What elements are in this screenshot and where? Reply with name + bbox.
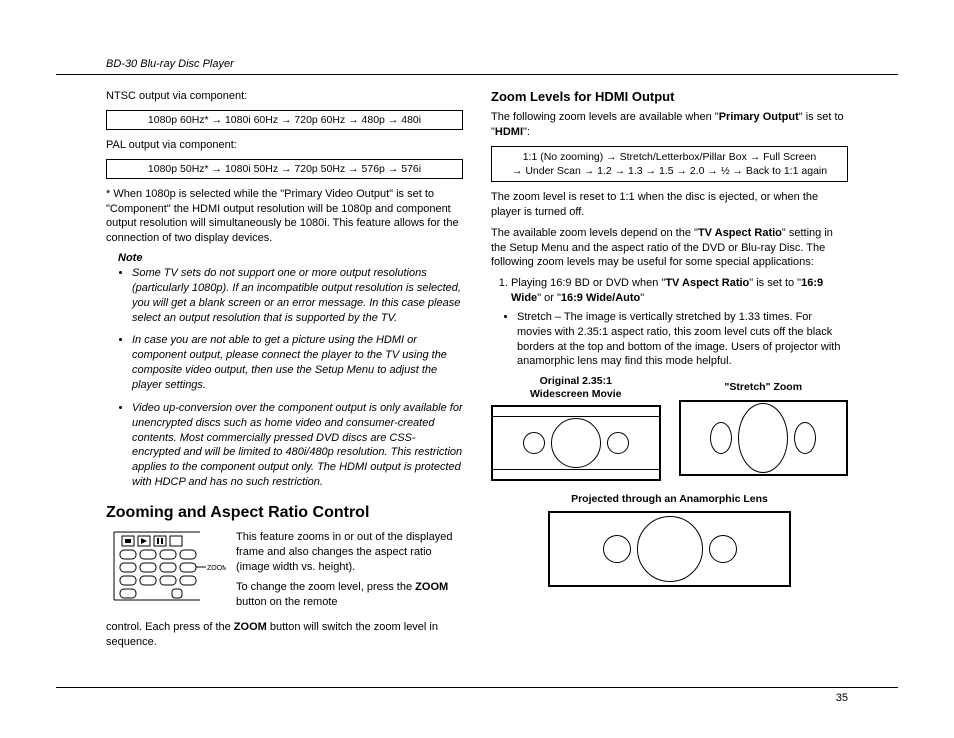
zoom-desc-1: This feature zooms in or out of the disp… (236, 530, 463, 575)
hdmi-p3: The available zoom levels depend on the … (491, 226, 848, 271)
page-footer: 35 (56, 687, 898, 704)
hdmi-p1: The following zoom levels are available … (491, 110, 848, 140)
ntsc-box: 1080p 60Hz* → 1080i 60Hz → 720p 60Hz → 4… (106, 110, 463, 130)
product-name: BD-30 Blu-ray Disc Player (106, 58, 234, 70)
hdmi-zoom-heading: Zoom Levels for HDMI Output (491, 89, 848, 104)
pal-label: PAL output via component: (106, 138, 463, 153)
original-frame (491, 405, 661, 481)
note-list: Some TV sets do not support one or more … (106, 266, 463, 490)
zoom-levels-box: 1:1 (No zooming) → Stretch/Letterbox/Pil… (491, 146, 848, 182)
anamorphic-label: Projected through an Anamorphic Lens (491, 493, 848, 506)
app-list: Playing 16:9 BD or DVD when "TV Aspect R… (491, 276, 848, 306)
circle-icon (637, 516, 703, 582)
asterisk-note: * When 1080p is selected while the "Prim… (106, 187, 463, 246)
oval-icon (794, 422, 816, 454)
figure-row-1: Original 2.35:1 Widescreen Movie "Stretc… (491, 375, 848, 480)
left-column: NTSC output via component: 1080p 60Hz* →… (106, 89, 463, 656)
stretch-item: Stretch – The image is vertically stretc… (517, 310, 848, 369)
hdmi-p2: The zoom level is reset to 1:1 when the … (491, 190, 848, 220)
circle-icon (551, 418, 601, 468)
pal-box: 1080p 50Hz* → 1080i 50Hz → 720p 50Hz → 5… (106, 159, 463, 179)
oval-icon (738, 403, 788, 473)
figure-original: Original 2.35:1 Widescreen Movie (491, 375, 661, 480)
zoom-heading: Zooming and Aspect Ratio Control (106, 504, 463, 522)
page-header: BD-30 Blu-ray Disc Player (56, 58, 898, 75)
remote-block: ZOOM This feature zooms in or out of the… (106, 530, 463, 616)
note-item: Some TV sets do not support one or more … (132, 266, 463, 325)
note-item: In case you are not able to get a pictur… (132, 333, 463, 392)
page-number: 35 (836, 692, 848, 704)
right-column: Zoom Levels for HDMI Output The followin… (491, 89, 848, 656)
circle-icon (709, 535, 737, 563)
circle-icon (603, 535, 631, 563)
circle-icon (607, 432, 629, 454)
oval-icon (710, 422, 732, 454)
zoom-desc-2: To change the zoom level, press the ZOOM… (236, 580, 463, 610)
app-item: Playing 16:9 BD or DVD when "TV Aspect R… (511, 276, 848, 306)
zoom-callout-label: ZOOM (207, 565, 226, 572)
circle-icon (523, 432, 545, 454)
page-content: NTSC output via component: 1080p 60Hz* →… (56, 89, 898, 656)
zoom-desc-3: control. Each press of the ZOOM button w… (106, 620, 463, 650)
anamorphic-frame (548, 511, 791, 587)
note-item: Video up-conversion over the component o… (132, 401, 463, 490)
remote-diagram: ZOOM (106, 530, 226, 602)
ntsc-label: NTSC output via component: (106, 89, 463, 104)
stretch-frame (679, 400, 849, 476)
note-heading: Note (118, 252, 463, 264)
stretch-list: Stretch – The image is vertically stretc… (491, 310, 848, 369)
figure-stretch: "Stretch" Zoom (679, 375, 849, 480)
